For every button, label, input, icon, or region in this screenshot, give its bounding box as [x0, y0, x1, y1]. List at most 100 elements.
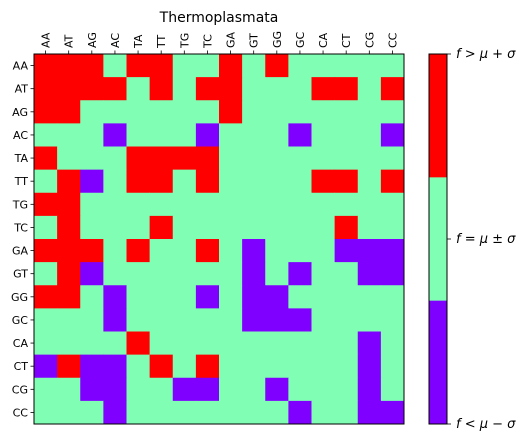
heatmap-cell-GA-CA	[312, 239, 336, 263]
heatmap-cell-GG-TG	[173, 285, 197, 309]
heatmap-cell-TC-CC	[381, 216, 405, 240]
heatmap-cell-CA-TC	[196, 332, 220, 356]
heatmap-cell-AC-CC	[381, 123, 405, 147]
heatmap-cell-AA-CC	[381, 54, 405, 78]
heatmap-cell-CA-TA	[127, 332, 151, 356]
x-tick-label: CT	[340, 33, 353, 48]
heatmap-cell-GA-GA	[219, 239, 243, 263]
heatmap-cell-CC-CA	[312, 401, 336, 425]
y-tick-label: CG	[12, 383, 28, 396]
y-axis-ticks: AAATAGACTATTTGTCGAGTGGGCCACTCGCC	[11, 60, 34, 420]
heatmap-cell-TC-GG	[265, 216, 289, 240]
x-tick-label: TA	[132, 34, 145, 49]
heatmap-cell-GA-AA	[34, 239, 58, 263]
heatmap-cell-TT-GC	[288, 170, 312, 194]
heatmap-cell-AC-GT	[242, 123, 266, 147]
heatmap-cell-GT-TT	[150, 262, 174, 286]
y-tick-label: TA	[14, 152, 29, 165]
heatmap-cell-AT-AG	[80, 77, 104, 101]
heatmap-cell-AA-TA	[127, 54, 151, 78]
x-tick-label: AA	[40, 32, 53, 48]
heatmap-cell-AT-TA	[127, 77, 151, 101]
heatmap-cell-CA-GC	[288, 332, 312, 356]
heatmap-cell-GC-AT	[57, 308, 81, 332]
heatmap-cell-CT-CA	[312, 355, 336, 379]
heatmap-cell-GC-AG	[80, 308, 104, 332]
heatmap-cell-AA-AC	[103, 54, 127, 78]
heatmap-cell-GA-GC	[288, 239, 312, 263]
heatmap-cell-AG-AA	[34, 100, 58, 124]
heatmap-cell-GG-GC	[288, 285, 312, 309]
y-tick-label: TG	[12, 198, 28, 211]
heatmap-cell-AA-AA	[34, 54, 58, 78]
heatmap-cell-AG-TA	[127, 100, 151, 124]
heatmap-cell-TC-CA	[312, 216, 336, 240]
heatmap-cell-TG-GG	[265, 193, 289, 217]
heatmap-cell-CG-GG	[265, 378, 289, 402]
heatmap-cell-GT-AG	[80, 262, 104, 286]
heatmap-cell-AT-AA	[34, 77, 58, 101]
heatmap-cell-AC-CT	[335, 123, 359, 147]
heatmap-cell-CG-TC	[196, 378, 220, 402]
heatmap-cell-TG-TC	[196, 193, 220, 217]
heatmap-cell-GT-CT	[335, 262, 359, 286]
x-tick-label: AG	[86, 32, 99, 48]
heatmap-cell-TC-AT	[57, 216, 81, 240]
chart-title: Thermoplasmata	[159, 10, 279, 26]
heatmap-cell-CA-AC	[103, 332, 127, 356]
heatmap-cell-CT-GC	[288, 355, 312, 379]
heatmap-cell-TC-TC	[196, 216, 220, 240]
heatmap-cell-AG-AG	[80, 100, 104, 124]
heatmap-cell-AG-TT	[150, 100, 174, 124]
heatmap-cell-TA-TT	[150, 147, 174, 171]
heatmap-cell-CT-AG	[80, 355, 104, 379]
colorbar-label: f > μ + σ	[456, 47, 516, 62]
heatmap-cell-CT-AT	[57, 355, 81, 379]
heatmap-cell-CA-AA	[34, 332, 58, 356]
heatmap-cell-GG-GA	[219, 285, 243, 309]
heatmap-cell-CA-GA	[219, 332, 243, 356]
heatmap-cell-CA-CG	[358, 332, 382, 356]
heatmap-cell-GG-CG	[358, 285, 382, 309]
heatmap-cell-CT-GT	[242, 355, 266, 379]
heatmap-cell-AA-TG	[173, 54, 197, 78]
heatmap-cell-GA-TT	[150, 239, 174, 263]
x-tick-label: GC	[294, 31, 307, 48]
heatmap-cell-AG-CT	[335, 100, 359, 124]
heatmap-cell-CT-AC	[103, 355, 127, 379]
heatmap-cell-GC-GA	[219, 308, 243, 332]
colorbar: f > μ + σ f = μ ± σ f < μ − σ	[429, 47, 516, 432]
heatmap-cell-TC-AG	[80, 216, 104, 240]
heatmap-cell-AA-TT	[150, 54, 174, 78]
heatmap-cell-AG-CG	[358, 100, 382, 124]
heatmap-cell-AT-TG	[173, 77, 197, 101]
heatmap-cell-CA-TG	[173, 332, 197, 356]
heatmap-cell-TA-GG	[265, 147, 289, 171]
heatmap-cell-CC-AT	[57, 401, 81, 425]
heatmap-cell-TT-CA	[312, 170, 336, 194]
x-tick-label: CC	[386, 32, 399, 48]
heatmap-cell-CG-GC	[288, 378, 312, 402]
heatmap-cell-GA-GT	[242, 239, 266, 263]
heatmap-cell-TT-CT	[335, 170, 359, 194]
heatmap-cell-GT-GT	[242, 262, 266, 286]
heatmap-cell-GA-CC	[381, 239, 405, 263]
heatmap-cell-TG-TT	[150, 193, 174, 217]
heatmap-cell-TT-TC	[196, 170, 220, 194]
heatmap-cell-CA-GG	[265, 332, 289, 356]
heatmap-cell-GC-CG	[358, 308, 382, 332]
heatmap-cell-TC-GA	[219, 216, 243, 240]
heatmap-cell-AT-TC	[196, 77, 220, 101]
heatmap-cell-AG-AC	[103, 100, 127, 124]
heatmap-cells	[34, 54, 404, 424]
heatmap-cell-AC-GC	[288, 123, 312, 147]
heatmap-cell-AT-AC	[103, 77, 127, 101]
heatmap-cell-CG-GT	[242, 378, 266, 402]
heatmap-cell-AG-CC	[381, 100, 405, 124]
heatmap-cell-AA-GT	[242, 54, 266, 78]
heatmap-cell-TT-GT	[242, 170, 266, 194]
heatmap-cell-TA-CG	[358, 147, 382, 171]
heatmap-cell-CG-AA	[34, 378, 58, 402]
heatmap-cell-GT-AA	[34, 262, 58, 286]
